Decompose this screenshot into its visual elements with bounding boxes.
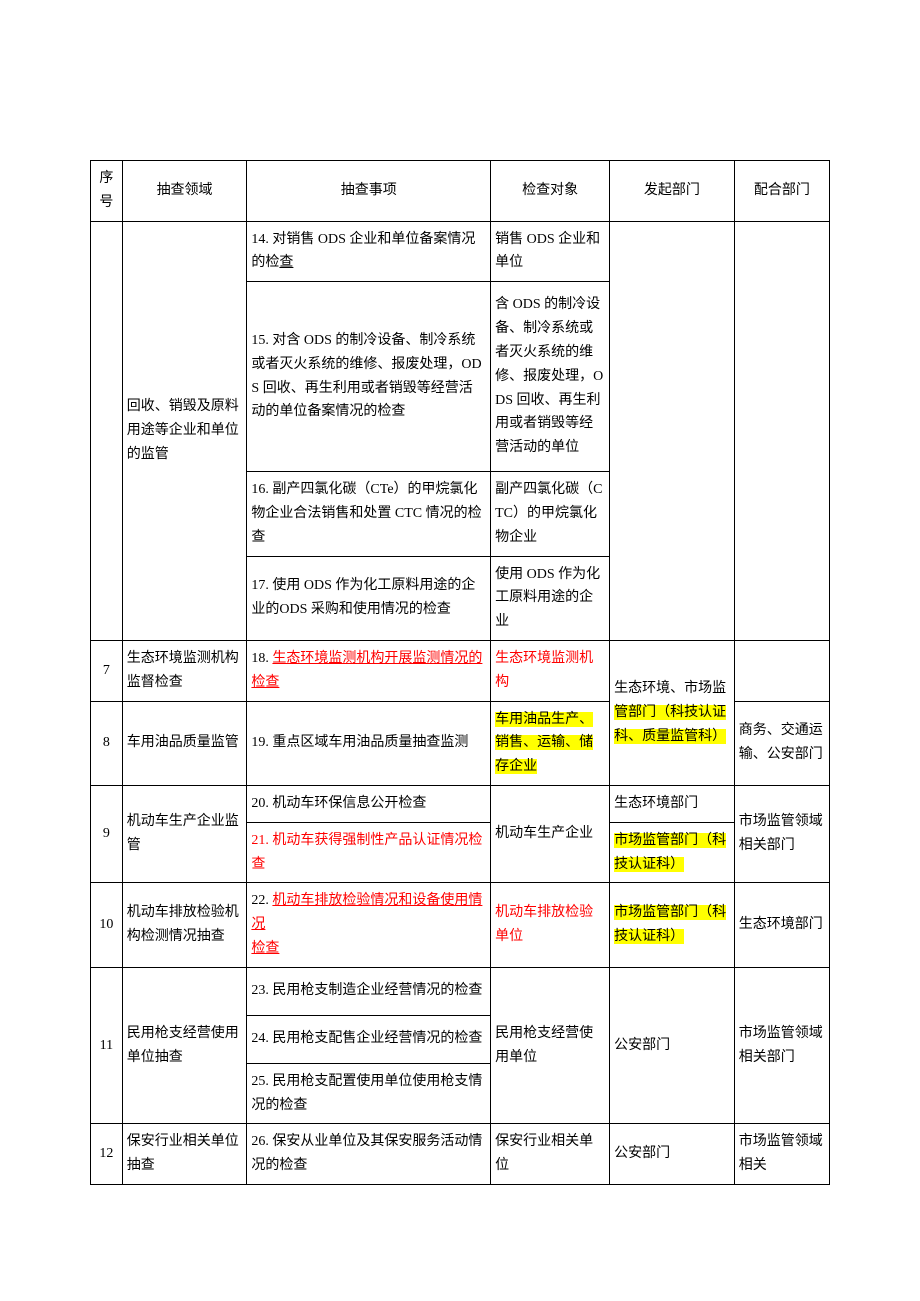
cell-initiator [610, 221, 735, 640]
table-row: 回收、销毁及原料用途等企业和单位的监管 14. 对销售 ODS 企业和单位备案情… [91, 221, 830, 282]
cell-cooperate: 市场监管领域相关 [734, 1124, 829, 1185]
cell-initiator: 市场监管部门（科技认证科） [610, 883, 735, 967]
cell-index: 8 [91, 701, 123, 785]
header-cooperate: 配合部门 [734, 161, 829, 222]
cell-target: 机动车生产企业 [491, 785, 610, 882]
inspection-table: 序号 抽查领域 抽查事项 检查对象 发起部门 配合部门 回收、销毁及原料用途等企… [90, 160, 830, 1185]
cell-cooperate: 生态环境部门 [734, 883, 829, 967]
cell-domain: 回收、销毁及原料用途等企业和单位的监管 [122, 221, 247, 640]
cell-target: 副产四氯化碳（CTC）的甲烷氯化物企业 [491, 472, 610, 556]
cell-cooperate: 商务、交通运输、公安部门 [734, 701, 829, 785]
cell-index: 10 [91, 883, 123, 967]
cell-matter: 20. 机动车环保信息公开检查 [247, 785, 491, 822]
cell-index [91, 221, 123, 640]
cell-cooperate [734, 221, 829, 640]
cell-domain: 生态环境监测机构监督检查 [122, 640, 247, 701]
cell-target: 机动车排放检验单位 [491, 883, 610, 967]
header-initiator: 发起部门 [610, 161, 735, 222]
table-row: 12 保安行业相关单位抽查 26. 保安从业单位及其保安服务活动情况的检查 保安… [91, 1124, 830, 1185]
table-row: 9 机动车生产企业监管 20. 机动车环保信息公开检查 机动车生产企业 生态环境… [91, 785, 830, 822]
cell-target: 保安行业相关单位 [491, 1124, 610, 1185]
cell-target: 含 ODS 的制冷设备、制冷系统或者灭火系统的维修、报废处理，ODS 回收、再生… [491, 282, 610, 472]
header-domain: 抽查领域 [122, 161, 247, 222]
cell-matter: 26. 保安从业单位及其保安服务活动情况的检查 [247, 1124, 491, 1185]
cell-index: 12 [91, 1124, 123, 1185]
cell-matter: 15. 对含 ODS 的制冷设备、制冷系统或者灭火系统的维修、报废处理，ODS … [247, 282, 491, 472]
cell-matter: 22. 机动车排放检验情况和设备使用情况检查 [247, 883, 491, 967]
cell-initiator: 市场监管部门（科技认证科） [610, 822, 735, 883]
header-matter: 抽查事项 [247, 161, 491, 222]
cell-matter: 14. 对销售 ODS 企业和单位备案情况的检查 [247, 221, 491, 282]
cell-initiator: 生态环境、市场监管部门（科技认证科、质量监管科） [610, 640, 735, 785]
cell-index: 11 [91, 967, 123, 1124]
cell-cooperate: 市场监管领域相关部门 [734, 967, 829, 1124]
table-header-row: 序号 抽查领域 抽查事项 检查对象 发起部门 配合部门 [91, 161, 830, 222]
header-target: 检查对象 [491, 161, 610, 222]
cell-matter: 19. 重点区域车用油品质量抽查监测 [247, 701, 491, 785]
cell-domain: 保安行业相关单位抽查 [122, 1124, 247, 1185]
cell-target: 销售 ODS 企业和单位 [491, 221, 610, 282]
cell-domain: 机动车排放检验机构检测情况抽查 [122, 883, 247, 967]
cell-index: 7 [91, 640, 123, 701]
cell-target: 民用枪支经营使用单位 [491, 967, 610, 1124]
cell-initiator: 生态环境部门 [610, 785, 735, 822]
cell-domain: 车用油品质量监管 [122, 701, 247, 785]
cell-domain: 机动车生产企业监管 [122, 785, 247, 882]
cell-cooperate: 市场监管领域相关部门 [734, 785, 829, 882]
cell-matter: 18. 生态环境监测机构开展监测情况的检查 [247, 640, 491, 701]
cell-matter: 17. 使用 ODS 作为化工原料用途的企业的ODS 采购和使用情况的检查 [247, 556, 491, 640]
cell-matter: 21. 机动车获得强制性产品认证情况检查 [247, 822, 491, 883]
cell-initiator: 公安部门 [610, 1124, 735, 1185]
cell-matter: 16. 副产四氯化碳（CTe）的甲烷氯化物企业合法销售和处置 CTC 情况的检查 [247, 472, 491, 556]
cell-matter: 23. 民用枪支制造企业经营情况的检查 [247, 967, 491, 1015]
header-index: 序号 [91, 161, 123, 222]
cell-initiator: 公安部门 [610, 967, 735, 1124]
cell-index: 9 [91, 785, 123, 882]
cell-domain: 民用枪支经营使用单位抽查 [122, 967, 247, 1124]
cell-matter: 25. 民用枪支配置使用单位使用枪支情况的检查 [247, 1063, 491, 1124]
table-row: 11 民用枪支经营使用单位抽查 23. 民用枪支制造企业经营情况的检查 民用枪支… [91, 967, 830, 1015]
table-row: 10 机动车排放检验机构检测情况抽查 22. 机动车排放检验情况和设备使用情况检… [91, 883, 830, 967]
cell-matter: 24. 民用枪支配售企业经营情况的检查 [247, 1015, 491, 1063]
cell-cooperate [734, 640, 829, 701]
cell-target: 使用 ODS 作为化工原料用途的企业 [491, 556, 610, 640]
cell-target: 车用油品生产、销售、运输、储存企业 [491, 701, 610, 785]
cell-target: 生态环境监测机构 [491, 640, 610, 701]
table-row: 7 生态环境监测机构监督检查 18. 生态环境监测机构开展监测情况的检查 生态环… [91, 640, 830, 701]
